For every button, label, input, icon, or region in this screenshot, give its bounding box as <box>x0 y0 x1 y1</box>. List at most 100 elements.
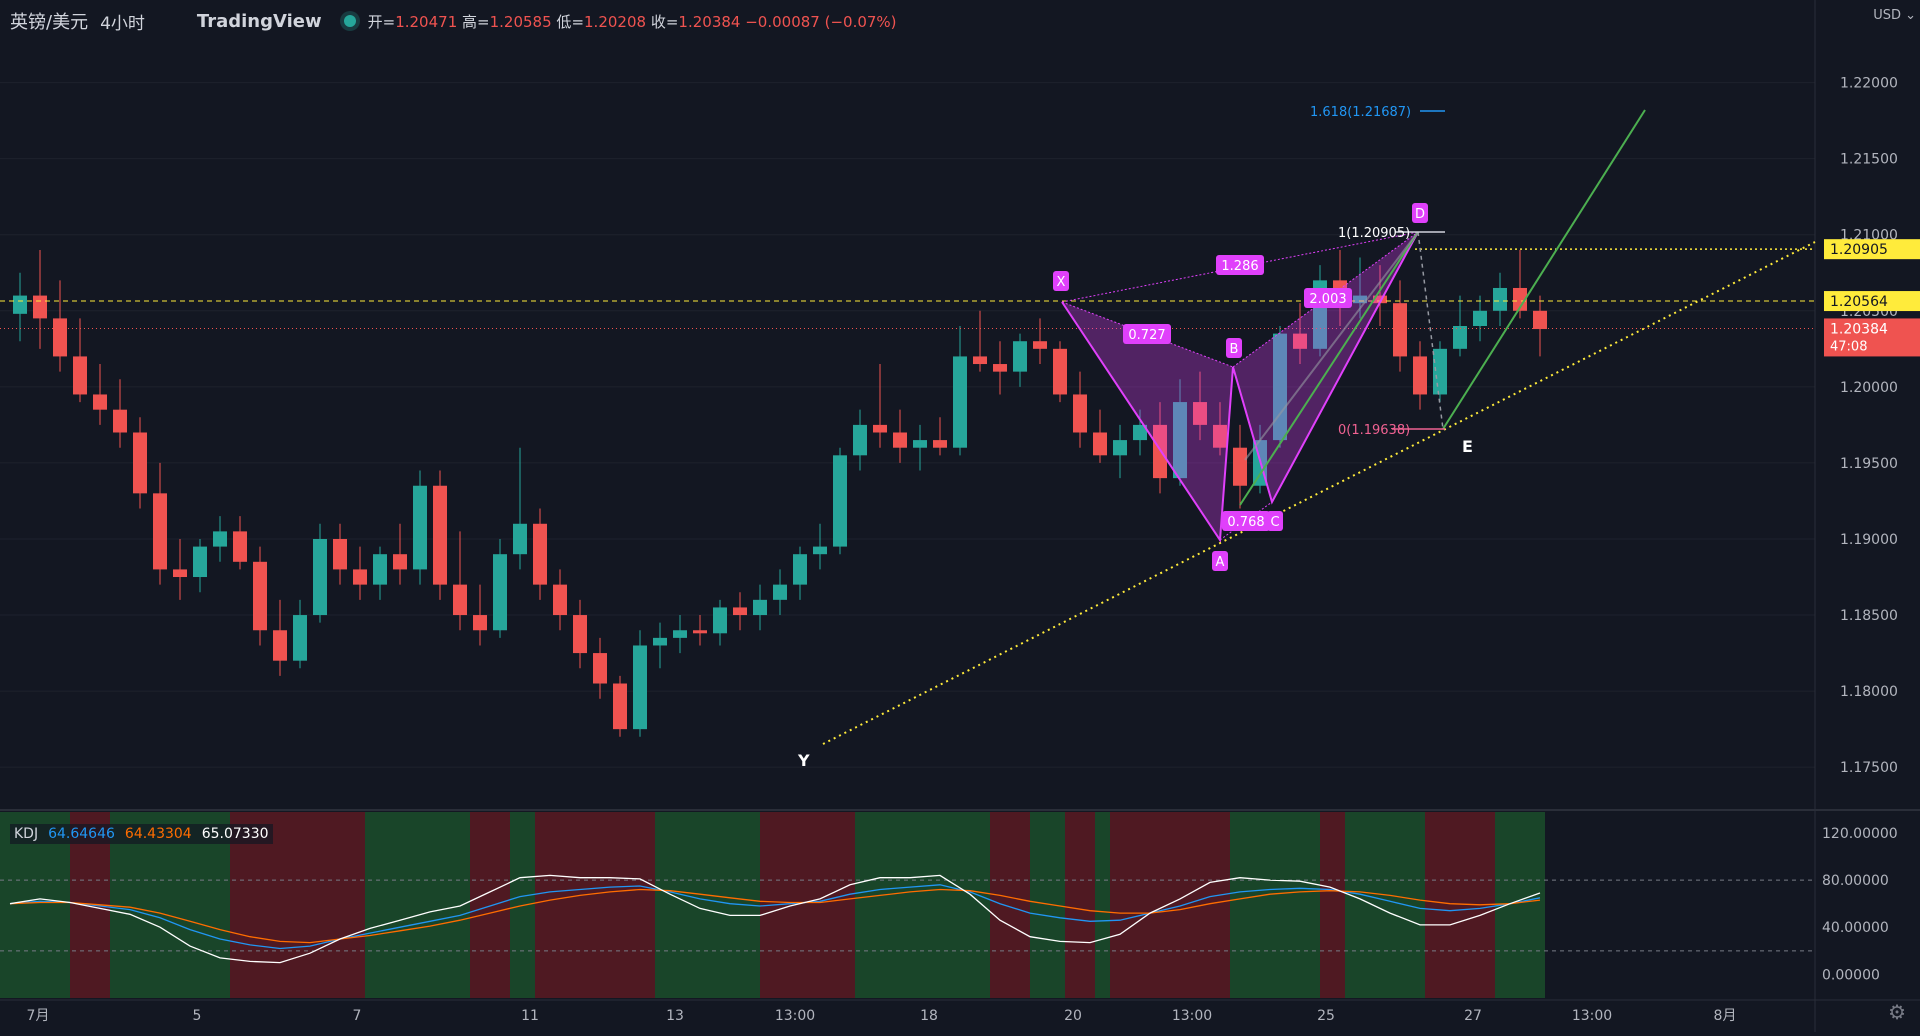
low-value: 1.20208 <box>584 13 646 31</box>
candle-body <box>233 531 247 561</box>
kdj-tick-label: 0.00000 <box>1822 967 1880 983</box>
kdj-j-value: 65.07330 <box>202 826 269 842</box>
price-tag-1-20905: 1.20905 <box>1830 242 1888 258</box>
candle-body <box>313 539 327 615</box>
kdj-signal-band <box>1345 812 1425 998</box>
pattern-point-d: D <box>1415 207 1425 222</box>
trend-line-green-2 <box>1443 110 1645 429</box>
time-axis-label: 25 <box>1317 1008 1335 1024</box>
price-tick-label: 1.21500 <box>1840 152 1898 168</box>
candle-body <box>753 600 767 615</box>
candle-body <box>633 645 647 729</box>
candle-body <box>173 569 187 577</box>
ratio-xd-label: 1.286 <box>1221 259 1258 274</box>
pattern-point-x: X <box>1057 275 1066 290</box>
time-axis-label: 20 <box>1064 1008 1082 1024</box>
time-axis-label: 13:00 <box>775 1008 815 1024</box>
interval-label[interactable]: 4小时 <box>100 9 145 34</box>
ratio-xb-label: 0.727 <box>1128 328 1165 343</box>
candle-body <box>93 394 107 409</box>
kdj-tick-label: 80.00000 <box>1822 873 1889 889</box>
candle-body <box>1093 432 1107 455</box>
candle-body <box>913 440 927 448</box>
candle-body <box>1033 341 1047 349</box>
symbol-name[interactable]: 英镑/美元 <box>10 8 88 34</box>
candle-body <box>193 547 207 577</box>
candle-body <box>733 607 747 615</box>
kdj-signal-band <box>990 812 1030 998</box>
candle-body <box>413 486 427 570</box>
kdj-name[interactable]: KDJ <box>14 826 38 842</box>
candle-body <box>833 455 847 546</box>
candle-body <box>673 630 687 638</box>
time-axis-label: 18 <box>920 1008 938 1024</box>
kdj-signal-band <box>535 812 655 998</box>
candle-body <box>473 615 487 630</box>
high-value: 1.20585 <box>490 13 552 31</box>
settings-gear-icon[interactable]: ⚙ <box>1888 1000 1906 1024</box>
open-value: 1.20471 <box>395 13 457 31</box>
price-tick-label: 1.20000 <box>1840 380 1898 396</box>
kdj-signal-band <box>1030 812 1065 998</box>
kdj-signal-band <box>1095 812 1110 998</box>
pattern-point-c: C <box>1270 515 1279 530</box>
time-axis-label: 5 <box>193 1008 202 1024</box>
kdj-signal-band <box>1110 812 1230 998</box>
fib-0-label: 0(1.19638) <box>1338 423 1410 438</box>
candle-body <box>773 585 787 600</box>
kdj-signal-band <box>855 812 990 998</box>
candle-body <box>133 432 147 493</box>
market-status-icon <box>344 15 356 27</box>
candle-body <box>1073 394 1087 432</box>
candle-body <box>1113 440 1127 455</box>
currency-selector[interactable]: USD ⌄ <box>1873 8 1916 23</box>
pattern-point-b: B <box>1230 342 1239 357</box>
price-tag-countdown: 47:08 <box>1830 339 1867 354</box>
candle-body <box>1533 311 1547 329</box>
candle-body <box>813 547 827 555</box>
candle-body <box>613 684 627 730</box>
fib-1-label: 1(1.20905) <box>1338 226 1410 241</box>
price-tick-label: 1.22000 <box>1840 76 1898 92</box>
candle-body <box>1433 349 1447 395</box>
pattern-point-a: A <box>1216 555 1225 570</box>
candle-body <box>1473 311 1487 326</box>
kdj-signal-band <box>1320 812 1345 998</box>
candle-body <box>593 653 607 683</box>
kdj-signal-band <box>1230 812 1320 998</box>
kdj-tick-label: 120.00000 <box>1822 826 1898 842</box>
candle-body <box>893 432 907 447</box>
candle-body <box>33 296 47 319</box>
kdj-k-value: 64.64646 <box>48 826 115 842</box>
candle-body <box>453 585 467 615</box>
candle-body <box>253 562 267 630</box>
kdj-legend: KDJ 64.64646 64.43304 65.07330 <box>10 824 273 844</box>
kdj-d-value: 64.43304 <box>125 826 192 842</box>
candle-body <box>13 296 27 314</box>
candle-body <box>153 493 167 569</box>
candle-body <box>693 630 707 633</box>
candle-body <box>1453 326 1467 349</box>
candle-body <box>1493 288 1507 311</box>
price-tick-label: 1.18500 <box>1840 608 1898 624</box>
time-axis-label: 7 <box>353 1008 362 1024</box>
candle-body <box>793 554 807 584</box>
close-value: 1.20384 <box>678 13 740 31</box>
candle-body <box>1393 303 1407 356</box>
kdj-signal-band <box>1065 812 1095 998</box>
candle-body <box>53 318 67 356</box>
candle-body <box>213 531 227 546</box>
ratio-ac-label: 0.768 <box>1227 515 1264 530</box>
price-tick-label: 1.19500 <box>1840 456 1898 472</box>
price-tick-label: 1.17500 <box>1840 760 1898 776</box>
kdj-tick-label: 40.00000 <box>1822 920 1889 936</box>
fib-1618-label: 1.618(1.21687) <box>1310 105 1411 120</box>
candle-body <box>273 630 287 660</box>
candle-body <box>533 524 547 585</box>
candle-body <box>73 356 87 394</box>
time-axis-label: 13:00 <box>1572 1008 1612 1024</box>
candle-body <box>873 425 887 433</box>
candle-body <box>433 486 447 585</box>
